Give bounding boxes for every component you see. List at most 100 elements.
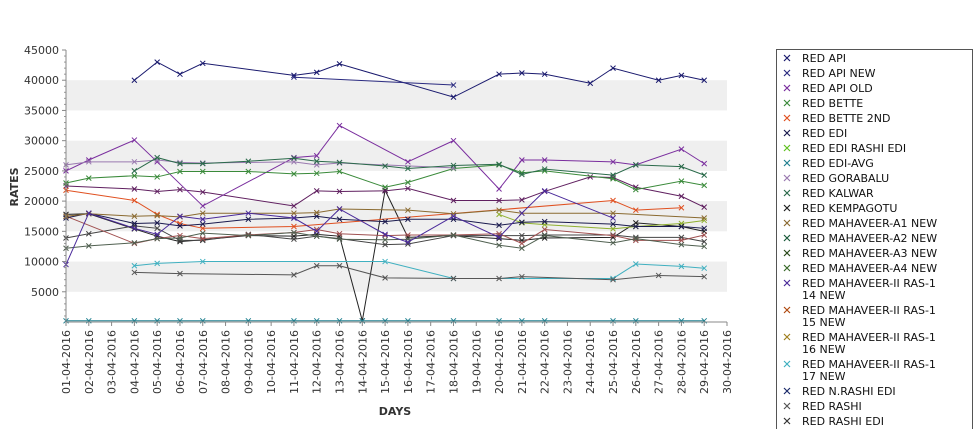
x-tick-label: 16-04-2016 — [402, 330, 415, 394]
data-point — [154, 235, 161, 242]
legend-item: RED N.RASHI EDI — [783, 385, 896, 398]
data-point — [610, 275, 616, 282]
data-point — [154, 174, 161, 180]
data-point — [291, 210, 297, 217]
y-tick-label: 45000 — [24, 44, 59, 57]
data-point — [701, 238, 708, 245]
x-tick-label: 27-04-2016 — [653, 330, 666, 394]
series-item-15 — [63, 187, 616, 268]
legend-item: RED EDI — [783, 127, 847, 140]
data-point — [678, 237, 685, 244]
series-line — [65, 212, 705, 229]
legend-label-cont: 16 NEW — [802, 343, 846, 356]
legend-item: RED BETTE 2ND — [783, 112, 890, 125]
data-point — [519, 197, 525, 203]
y-axis-ticks: 5000 10000 15000 20000 25000 30000 35000 40000 4… — [24, 44, 66, 317]
data-point — [199, 168, 206, 175]
data-point — [291, 171, 297, 177]
data-point — [496, 234, 502, 241]
data-point — [496, 161, 502, 168]
data-point — [405, 241, 411, 247]
x-tick-label: 06-04-2016 — [174, 330, 187, 394]
data-point — [541, 71, 548, 78]
data-point — [336, 262, 343, 269]
data-point — [496, 197, 502, 204]
data-point — [541, 157, 548, 163]
data-point — [245, 168, 252, 175]
legend-label: RED EDI RASHI EDI — [802, 142, 906, 155]
data-point — [177, 160, 183, 167]
y-tick-label: 40000 — [24, 74, 59, 87]
data-point — [450, 210, 457, 217]
data-point — [85, 210, 92, 217]
data-point — [655, 272, 662, 279]
data-point — [519, 245, 525, 252]
legend-marker — [783, 54, 791, 62]
data-point — [131, 262, 138, 269]
data-point — [541, 187, 548, 194]
data-point — [405, 158, 411, 165]
data-point — [177, 213, 183, 220]
data-point — [632, 235, 639, 242]
legend-marker — [783, 84, 791, 92]
legend-label: RED GORABALU — [802, 172, 889, 185]
data-point — [313, 233, 320, 240]
data-point — [291, 74, 297, 81]
data-point — [678, 72, 685, 79]
data-point — [701, 215, 708, 221]
legend-marker — [783, 144, 791, 152]
legend-item: RED MAHAVEER-II RAS-117 NEW — [783, 358, 936, 383]
data-point — [336, 159, 343, 166]
data-point — [313, 152, 320, 159]
series-line — [134, 265, 705, 281]
legend-marker — [783, 249, 791, 257]
data-point — [382, 241, 388, 248]
legend-marker — [783, 129, 791, 137]
data-point — [291, 236, 297, 243]
data-point — [610, 226, 616, 232]
data-point — [291, 271, 297, 278]
data-point — [131, 225, 138, 232]
x-tick-label: 30-04-2016 — [721, 330, 734, 394]
series-item-20 — [131, 262, 708, 283]
x-axis-title: DAYS — [379, 405, 412, 418]
legend-item: RED MAHAVEER-A2 NEW — [783, 232, 937, 245]
data-point — [131, 158, 138, 165]
data-point — [450, 275, 457, 282]
data-point — [85, 230, 92, 237]
legend-label: RED API NEW — [802, 67, 876, 80]
data-point — [199, 160, 206, 167]
data-point — [405, 239, 411, 246]
data-point — [496, 71, 502, 78]
legend-label: RED BETTE 2ND — [802, 112, 890, 125]
data-point — [678, 263, 685, 270]
data-point — [610, 215, 616, 221]
legend-label: RED MAHAVEER-II RAS-1 — [802, 277, 936, 290]
data-point — [610, 239, 616, 246]
data-point — [541, 218, 548, 225]
data-point — [701, 204, 708, 211]
data-point — [199, 189, 206, 195]
legend-item: RED KEMPAGOTU — [783, 202, 897, 215]
data-point — [313, 226, 320, 233]
data-point — [382, 163, 388, 169]
legend-item: RED API OLD — [783, 82, 873, 95]
data-point — [177, 237, 183, 244]
legend-label: RED MAHAVEER-A3 NEW — [802, 247, 937, 260]
data-point — [405, 179, 411, 186]
data-point — [154, 233, 161, 240]
legend-label: RED API OLD — [802, 82, 873, 95]
data-point — [177, 220, 183, 227]
data-point — [313, 228, 320, 235]
x-tick-label: 28-04-2016 — [675, 330, 688, 394]
data-point — [519, 70, 525, 76]
data-point — [313, 209, 320, 216]
data-point — [382, 231, 388, 238]
legend-item: RED BETTE — [783, 97, 863, 110]
data-point — [154, 225, 161, 232]
data-point — [496, 275, 502, 282]
data-point — [632, 207, 639, 214]
data-point — [291, 155, 297, 162]
legend-label: RED KALWAR — [802, 187, 874, 200]
x-axis-ticks: 01-04-2016 02-04-2016 03-04-2016 04-04-2016… — [60, 322, 734, 394]
